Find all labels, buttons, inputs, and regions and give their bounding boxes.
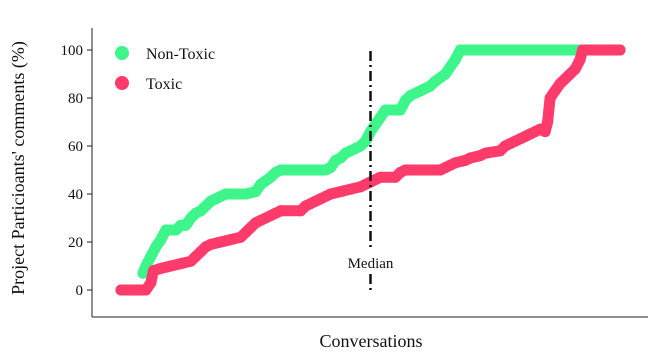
data-point: [275, 164, 287, 176]
data-point: [569, 63, 581, 75]
data-point: [539, 126, 551, 138]
data-point: [449, 54, 461, 66]
data-point: [360, 135, 372, 147]
data-point: [155, 262, 167, 274]
y-tick-label: 60: [68, 139, 83, 155]
data-point: [145, 277, 157, 289]
annotation-layer: Median: [348, 51, 394, 292]
data-point: [335, 186, 347, 198]
data-point: [399, 164, 411, 176]
data-point: [464, 152, 476, 164]
legend: Non-Toxic Toxic: [115, 46, 215, 93]
legend-marker: [115, 46, 129, 60]
axes: 0 20 40 60 80 100: [61, 28, 648, 318]
data-point: [165, 260, 177, 272]
y-tick-label: 40: [68, 187, 83, 203]
data-point: [175, 258, 187, 270]
y-tick-label: 20: [68, 235, 83, 251]
series-toxic: [115, 44, 626, 296]
data-point: [394, 104, 406, 116]
legend-label: Toxic: [146, 76, 182, 93]
data-point: [205, 238, 217, 250]
series-layer: [115, 44, 626, 296]
data-point: [255, 214, 267, 226]
data-point: [255, 178, 267, 190]
data-point: [404, 90, 416, 102]
data-point: [325, 188, 337, 200]
data-point: [275, 205, 287, 217]
data-point: [345, 183, 357, 195]
data-point: [215, 236, 227, 248]
data-point: [479, 147, 491, 159]
data-point: [614, 44, 626, 56]
legend-label: Non-Toxic: [146, 46, 215, 63]
data-point: [454, 44, 466, 56]
data-point: [374, 171, 386, 183]
data-point: [155, 234, 167, 246]
x-axis-label: Conversations: [320, 331, 423, 351]
data-point: [240, 188, 252, 200]
data-point: [220, 188, 232, 200]
data-point: [414, 85, 426, 97]
data-point: [574, 54, 586, 66]
y-tick-label: 100: [61, 43, 84, 59]
data-point: [542, 116, 554, 128]
data-point: [225, 234, 237, 246]
data-point: [449, 157, 461, 169]
data-point: [429, 75, 441, 87]
y-axis-label: Project Particioants' comments (%): [8, 41, 29, 295]
y-tick-label: 0: [76, 283, 84, 299]
data-point: [577, 44, 589, 56]
data-point: [115, 284, 127, 296]
data-point: [379, 104, 391, 116]
data-point: [145, 250, 157, 262]
data-point: [414, 164, 426, 176]
median-label: Median: [348, 256, 394, 272]
y-tick-label: 80: [68, 91, 83, 107]
series-non-toxic: [137, 44, 626, 279]
legend-marker: [115, 76, 129, 90]
data-point: [355, 181, 367, 193]
